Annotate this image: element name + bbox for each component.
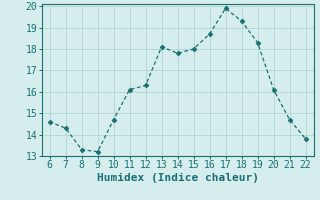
X-axis label: Humidex (Indice chaleur): Humidex (Indice chaleur): [97, 173, 259, 183]
